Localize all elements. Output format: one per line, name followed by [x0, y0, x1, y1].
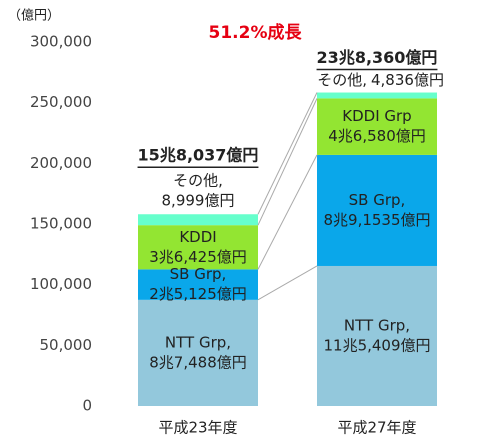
data-label: 8兆7,488億円 — [149, 353, 247, 371]
bar-segment — [138, 299, 258, 406]
bar-segment — [138, 269, 258, 300]
data-label: 4兆6,580億円 — [328, 127, 426, 145]
data-label: 4,836億円 — [371, 71, 444, 89]
y-tick-label: 250,000 — [30, 93, 92, 111]
segment-name: KDDI Grp — [342, 107, 411, 125]
bar-segment — [138, 214, 258, 226]
bar-segment — [317, 98, 437, 155]
chart-title: 51.2%成長 — [209, 22, 303, 43]
segment-name: KDDI — [179, 228, 216, 246]
data-label: 8,999億円 — [162, 192, 235, 210]
segment-name: その他, — [317, 71, 367, 89]
segment-name: SB Grp, — [349, 191, 406, 209]
y-tick-label: 150,000 — [30, 215, 92, 233]
data-label: 2兆5,125億円 — [149, 285, 247, 303]
total-label: 23兆8,360億円 — [317, 48, 438, 67]
connector — [257, 265, 318, 301]
y-tick-label: 50,000 — [40, 336, 93, 354]
data-label: 11兆5,409億円 — [323, 336, 430, 354]
connector — [257, 154, 318, 270]
x-tick-label: 平成27年度 — [337, 419, 416, 437]
segment-name: NTT Grp, — [165, 333, 231, 351]
y-axis-label: （億円） — [8, 8, 60, 24]
data-label: 3兆6,425億円 — [149, 248, 247, 266]
segment-name: SB Grp, — [170, 265, 227, 283]
y-tick-label: 300,000 — [30, 33, 92, 51]
bar-segment — [317, 92, 437, 99]
bar-segment — [317, 265, 437, 406]
y-tick-label: 0 — [82, 397, 92, 415]
segment-name: その他, — [173, 172, 223, 190]
total-label: 15兆8,037億円 — [138, 146, 259, 165]
connector — [257, 92, 318, 215]
y-tick-label: 100,000 — [30, 275, 92, 293]
bar-segment — [317, 154, 437, 266]
connector — [257, 98, 318, 226]
bar-segment — [138, 225, 258, 270]
segment-name: NTT Grp, — [344, 316, 410, 334]
y-tick-label: 200,000 — [30, 154, 92, 172]
data-label: 8兆9,1535億円 — [323, 211, 430, 229]
x-tick-label: 平成23年度 — [158, 419, 237, 437]
